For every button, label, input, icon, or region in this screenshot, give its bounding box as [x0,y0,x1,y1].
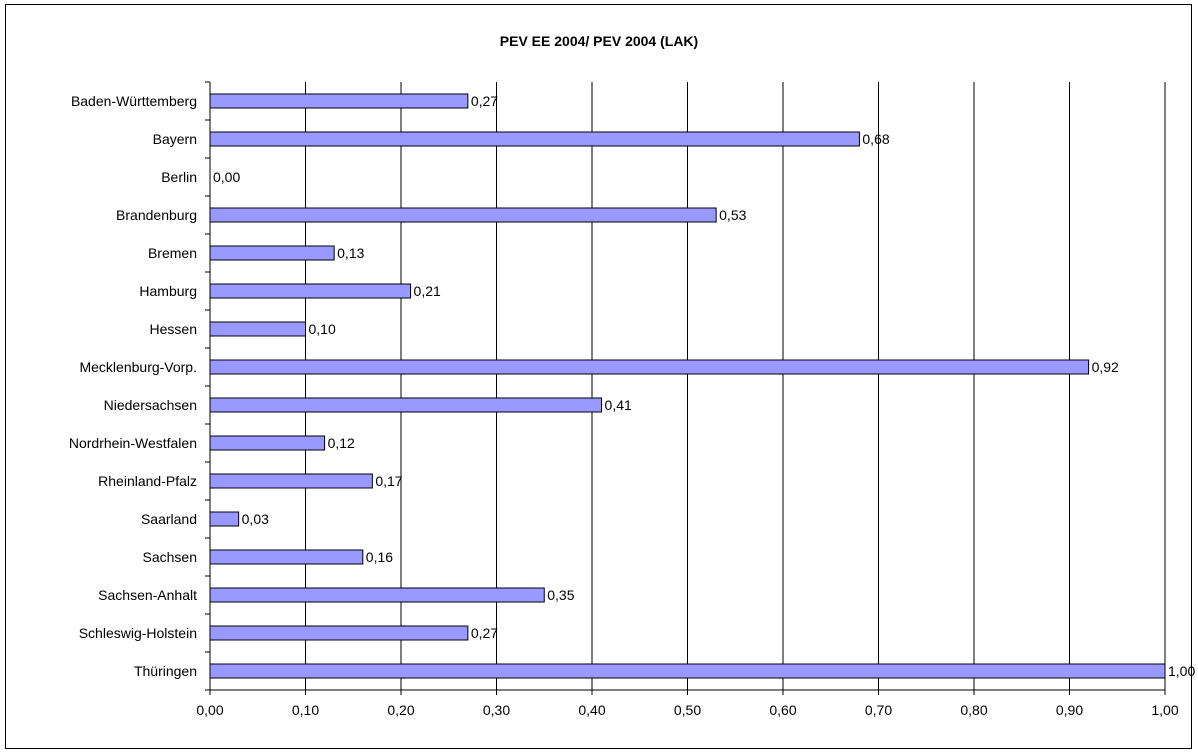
value-label: 0,13 [337,245,364,261]
labels-layer: 0,00 0,10 0,20 0,30 0,40 0,50 0,60 0,70 0,80 0,90… [69,93,1196,718]
category-label: Hessen [150,321,197,337]
bar [209,359,1090,375]
x-tick-label: 0,30 [483,702,510,718]
category-label: Thüringen [134,663,197,679]
bar [209,473,373,489]
value-label: 0,00 [213,169,240,185]
x-tick-label: 0,20 [387,702,414,718]
category-label: Saarland [141,511,197,527]
x-tick-label: 0,00 [196,702,223,718]
bar [209,397,603,413]
bar [209,131,860,147]
value-label: 0,27 [471,625,498,641]
x-tick-label: 0,80 [960,702,987,718]
x-tick-label: 1,00 [1151,702,1178,718]
category-label: Baden-Württemberg [71,93,197,109]
bar [209,549,364,565]
value-label: 0,03 [242,511,269,527]
x-tick-label: 0,90 [1056,702,1083,718]
bar [209,435,326,451]
category-label: Nordrhein-Westfalen [69,435,197,451]
value-label: 0,21 [414,283,441,299]
grid-layer [305,82,1166,690]
bar [209,283,412,299]
value-label: 0,10 [309,321,336,337]
bar [209,625,469,641]
category-label: Niedersachsen [104,397,197,413]
category-label: Schleswig-Holstein [79,625,197,641]
x-tick-label: 0,50 [674,702,701,718]
bar [209,587,545,603]
category-label: Rheinland-Pfalz [98,473,197,489]
bar [209,245,335,261]
x-tick-label: 0,40 [578,702,605,718]
bar [209,321,306,337]
value-label: 0,27 [471,93,498,109]
x-tick-label: 0,10 [292,702,319,718]
bar [209,663,1166,679]
category-label: Mecklenburg-Vorp. [79,359,197,375]
category-label: Hamburg [139,283,197,299]
category-label: Bayern [153,131,197,147]
value-label: 0,16 [366,549,393,565]
category-label: Sachsen-Anhalt [98,587,197,603]
chart-frame [5,4,1192,749]
axis-layer [205,81,1166,695]
value-label: 1,00 [1168,663,1195,679]
value-label: 0,12 [328,435,355,451]
value-label: 0,17 [375,473,402,489]
value-label: 0,68 [862,131,889,147]
x-tick-label: 0,60 [769,702,796,718]
category-label: Brandenburg [116,207,197,223]
value-label: 0,41 [605,397,632,413]
category-label: Bremen [148,245,197,261]
category-label: Berlin [161,169,197,185]
value-label: 0,53 [719,207,746,223]
bar [209,207,717,223]
bar [209,511,240,527]
value-label: 0,35 [547,587,574,603]
category-label: Sachsen [143,549,197,565]
value-label: 0,92 [1092,359,1119,375]
bar [209,93,469,109]
x-tick-label: 0,70 [865,702,892,718]
chart-title: PEV EE 2004/ PEV 2004 (LAK) [499,33,699,49]
